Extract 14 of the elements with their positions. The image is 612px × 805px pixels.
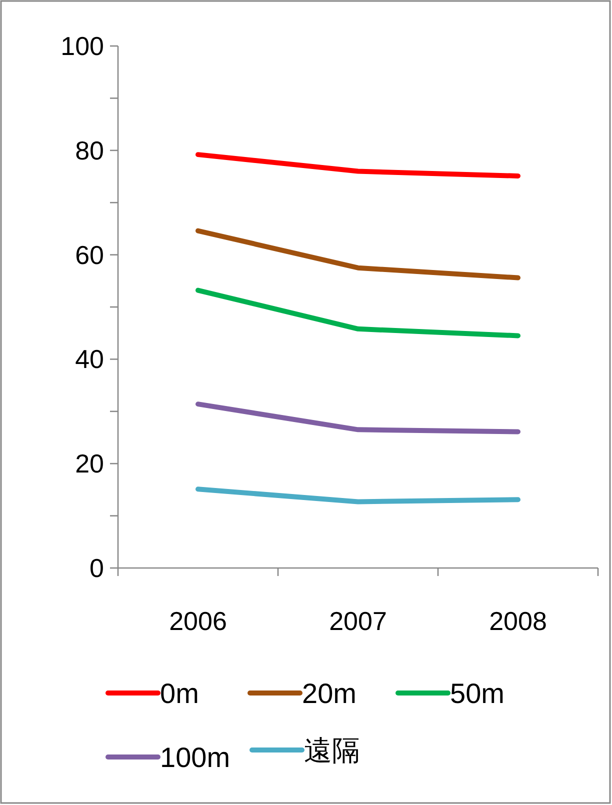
x-tick-label: 2008 (489, 606, 547, 636)
x-tick-label: 2007 (329, 606, 387, 636)
legend-label: 50m (450, 678, 504, 709)
y-tick-label: 80 (75, 135, 104, 166)
y-tick-label: 0 (90, 553, 104, 583)
y-tick-label: 20 (75, 448, 104, 479)
legend-label: 0m (160, 678, 199, 709)
legend-label: 20m (302, 678, 356, 709)
legend-label: 100m (160, 742, 230, 773)
legend-label: 遠隔 (304, 735, 360, 766)
y-tick-label: 40 (75, 344, 104, 374)
y-tick-label: 100 (60, 31, 104, 61)
x-tick-label: 2006 (169, 606, 227, 636)
y-tick-label: 60 (75, 240, 104, 270)
